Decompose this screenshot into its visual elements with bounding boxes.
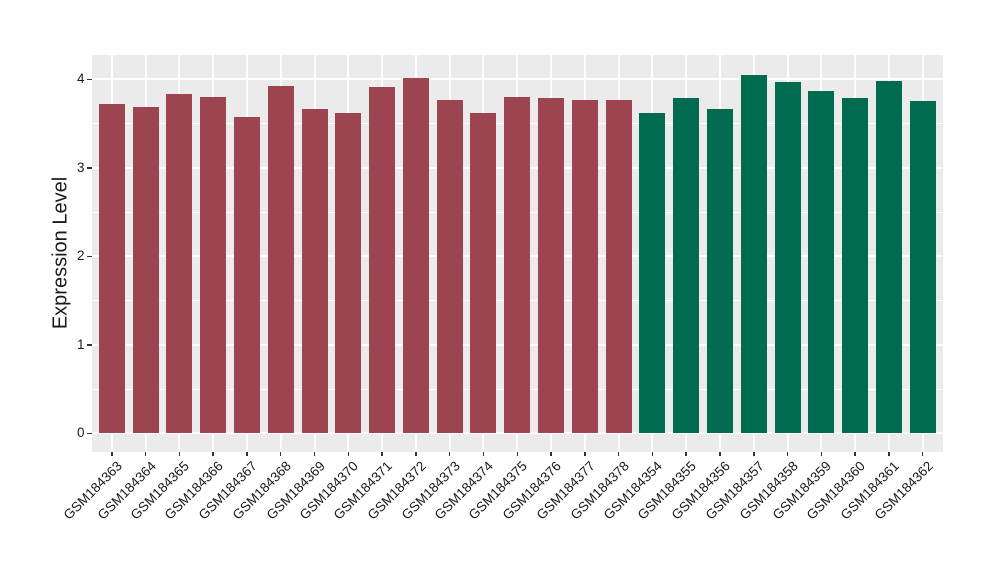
- x-axis-tick-mark: [584, 451, 586, 456]
- x-axis-tick-mark: [719, 451, 721, 456]
- bar: [301, 108, 328, 434]
- y-tick-label: 0: [76, 425, 85, 441]
- bar: [740, 74, 767, 434]
- x-axis-tick-mark: [888, 451, 890, 456]
- x-axis-tick-mark: [921, 451, 924, 456]
- x-axis-tick-mark: [820, 451, 823, 456]
- x-axis-tick-mark: [854, 451, 856, 456]
- plot-panel: [91, 55, 943, 452]
- x-axis-tick-mark: [786, 451, 789, 456]
- x-axis-tick-mark: [482, 451, 485, 456]
- x-axis-tick-mark: [279, 451, 282, 456]
- bar: [774, 82, 801, 434]
- bar: [875, 81, 902, 434]
- x-axis-tick-mark: [212, 451, 214, 456]
- x-axis-tick-mark: [753, 451, 755, 456]
- bar: [909, 100, 936, 434]
- bar: [233, 117, 260, 434]
- x-axis-tick-mark: [651, 451, 654, 456]
- bar: [335, 113, 362, 434]
- bar: [402, 77, 429, 434]
- x-axis-tick-mark: [617, 451, 620, 456]
- bar: [842, 97, 869, 434]
- y-axis-tick-mark: [87, 432, 92, 435]
- bar: [267, 85, 294, 434]
- y-tick-label: 4: [76, 71, 85, 87]
- y-tick-label: 1: [76, 336, 85, 352]
- y-axis-tick-mark: [87, 344, 92, 346]
- y-axis-tick-mark: [87, 167, 92, 169]
- bar: [808, 90, 835, 434]
- bar: [673, 97, 700, 434]
- x-axis-tick-mark: [246, 451, 248, 456]
- x-axis-tick-mark: [313, 451, 316, 456]
- x-axis-tick-mark: [111, 451, 113, 456]
- x-axis-tick-mark: [381, 451, 383, 456]
- bar: [436, 99, 463, 434]
- x-axis-tick-mark: [347, 451, 350, 456]
- y-axis-tick-mark: [87, 255, 92, 258]
- bar: [571, 99, 598, 434]
- bar: [538, 97, 565, 434]
- bar: [706, 109, 733, 434]
- bar: [504, 97, 531, 434]
- y-tick-label: 3: [76, 159, 85, 175]
- bar: [470, 113, 497, 434]
- bar: [605, 99, 632, 434]
- bar: [200, 97, 227, 434]
- bar: [98, 104, 125, 434]
- bar: [639, 113, 666, 434]
- x-axis-tick-mark: [415, 451, 417, 456]
- y-axis-tick-mark: [87, 78, 92, 81]
- bar: [166, 94, 193, 434]
- x-axis-tick-mark: [144, 451, 147, 456]
- x-axis-tick-mark: [516, 451, 518, 456]
- x-axis-tick-mark: [550, 451, 552, 456]
- x-axis-tick-mark: [178, 451, 181, 456]
- x-axis-tick-mark: [685, 451, 687, 456]
- y-tick-label: 2: [76, 248, 85, 264]
- x-axis-tick-mark: [448, 451, 451, 456]
- bar: [369, 87, 396, 434]
- bar: [132, 106, 159, 434]
